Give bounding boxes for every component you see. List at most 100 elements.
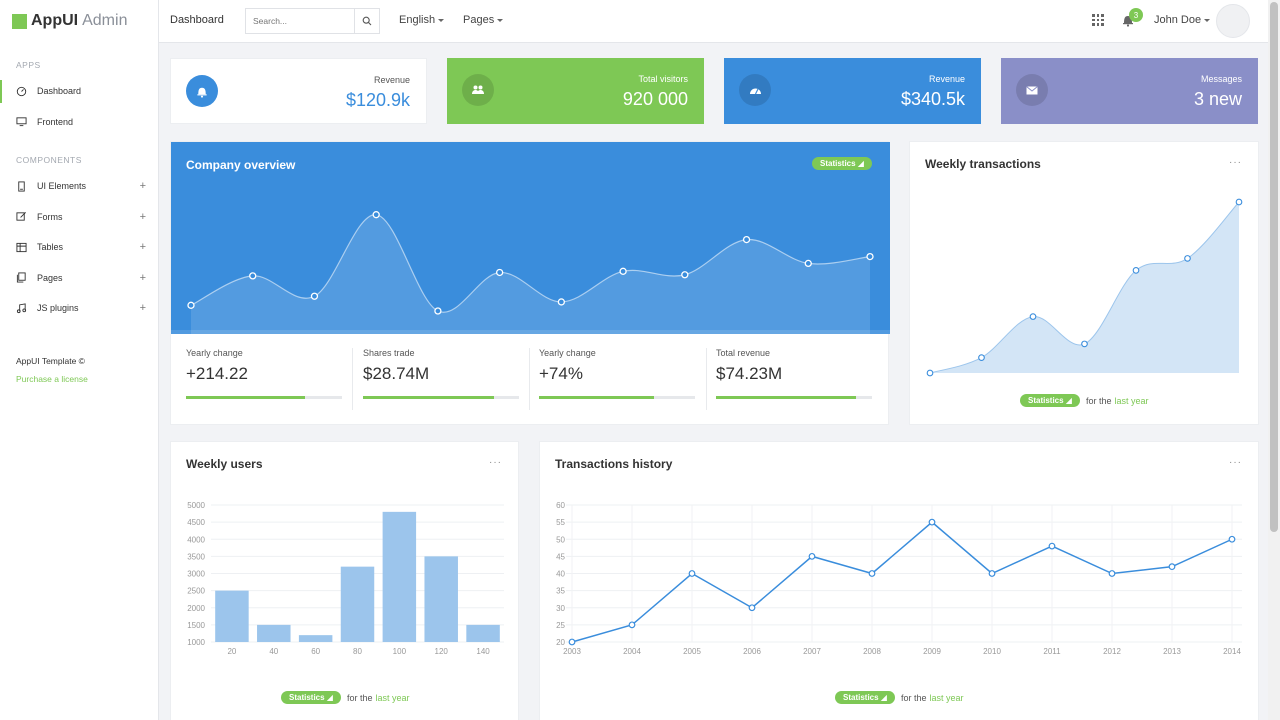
data-point [978,354,985,361]
last-year-link[interactable]: last year [375,692,410,703]
user-menu[interactable]: John Doe [1154,14,1211,26]
avatar[interactable] [1216,4,1250,38]
statistics-button[interactable]: Statistics ◢ [812,157,872,170]
y-tick-label: 25 [556,621,565,630]
scrollbar-thumb[interactable] [1270,2,1278,532]
page-title: Dashboard [170,14,224,26]
y-tick-label: 60 [556,501,565,510]
sidebar-item-forms[interactable]: Forms + [0,202,158,233]
stat-card-visitors[interactable]: Total visitors 920 000 [447,58,704,124]
data-point [249,272,257,280]
metric-progress [363,396,519,399]
data-point [866,252,874,261]
y-tick-label: 20 [556,638,565,647]
metric-label: Total revenue [716,348,771,358]
data-point [1228,535,1236,543]
sidebar-footer: AppUI Template © Purchase a license [0,356,158,384]
sidebar-item-frontend[interactable]: Frontend [0,107,158,138]
metric-progress [539,396,695,399]
page-scrollbar[interactable] [1268,0,1280,720]
data-point [926,369,934,377]
metric-shares-trade: Shares trade $28.74M [363,348,519,399]
data-point [187,301,195,309]
y-tick-label: 3500 [187,552,205,561]
search-input[interactable] [246,9,354,33]
metric-progress-fill [539,396,655,399]
table-icon [16,242,27,252]
y-tick-label: 4500 [187,518,205,527]
stat-label: Revenue [928,74,965,84]
weekly-transactions-card: Weekly transactions ··· Statistics ◢ for… [909,141,1259,425]
weekly-users-card: Weekly users ··· 1000 1500 2000 2500 3000 350… [170,441,519,720]
data-point [688,570,696,577]
x-tick-label: 2005 [683,647,701,656]
last-year-link[interactable]: last year [1114,395,1149,406]
metric-value: +214.22 [186,364,248,383]
brand-name: AppUI [31,12,79,29]
metric-value: +74% [539,364,583,383]
notification-badge: 3 [1129,8,1143,22]
stat-card-messages[interactable]: Messages 3 new [1001,58,1258,124]
pages-menu[interactable]: Pages [463,14,504,26]
sidebar-item-tables[interactable]: Tables + [0,232,158,263]
chevron-down-icon [438,18,445,22]
footnote-text: for the [900,692,927,703]
data-point [434,307,442,315]
statistics-button[interactable]: Statistics ◢ [835,691,895,704]
brand-sub: Admin [82,12,128,29]
history-line [571,521,1233,643]
overview-title: Company overview [186,158,296,172]
search-button[interactable] [354,9,379,33]
statistics-button[interactable]: Statistics ◢ [1020,394,1080,407]
data-point [1081,340,1088,348]
stat-card-revenue-2[interactable]: Revenue $340.5k [724,58,981,124]
expand-icon[interactable]: + [139,302,146,315]
brand-square-icon [12,13,27,29]
apps-grid-icon[interactable] [1092,14,1104,26]
statistics-button[interactable]: Statistics ◢ [281,691,341,704]
chart-footnote: Statistics ◢ for the last year [281,691,409,704]
stat-card-revenue[interactable]: Revenue $120.9k [170,58,427,124]
sidebar-item-js-plugins[interactable]: JS plugins + [0,293,158,324]
transactions-area [930,202,1239,373]
x-tick-label: 140 [476,647,490,656]
bar [424,556,458,642]
data-point [1235,198,1243,206]
sidebar-item-ui-elements[interactable]: UI Elements + [0,171,158,202]
sidebar-item-pages[interactable]: Pages + [0,263,158,294]
more-options-icon[interactable]: ··· [489,457,502,468]
x-tick-label: 2009 [923,647,941,656]
bar [257,624,291,642]
expand-icon[interactable]: + [139,241,146,254]
more-options-icon[interactable]: ··· [1229,157,1242,168]
data-point [1184,255,1191,262]
expand-icon[interactable]: + [139,271,146,284]
stat-circle [462,74,494,106]
x-tick-label: 2007 [803,647,821,656]
x-tick-label: 2011 [1043,647,1061,656]
sidebar-item-dashboard[interactable]: Dashboard [0,76,158,107]
purchase-license-link[interactable]: Purchase a license [16,373,88,384]
card-title: Weekly users [186,457,263,471]
metric-progress [716,396,872,399]
y-tick-label: 5000 [187,501,205,510]
brand-logo[interactable]: AppUI Admin [0,0,158,42]
data-point [619,267,627,275]
more-options-icon[interactable]: ··· [1229,457,1242,468]
expand-icon[interactable]: + [139,180,146,193]
language-menu[interactable]: English [399,14,445,26]
stat-value: 920 000 [622,89,688,109]
metric-value: $28.74M [363,364,430,383]
y-tick-label: 55 [556,518,565,527]
last-year-link[interactable]: last year [929,692,964,703]
x-tick-label: 80 [353,647,362,656]
expand-icon[interactable]: + [139,210,146,223]
sidebar-item-label: Tables [37,242,64,253]
metric-progress-fill [186,396,305,399]
language-label: English [399,14,436,26]
data-point [1029,313,1037,320]
phone-icon [18,181,25,192]
data-point [372,211,380,219]
x-tick-label: 2004 [623,647,641,656]
y-tick-label: 50 [556,535,565,544]
